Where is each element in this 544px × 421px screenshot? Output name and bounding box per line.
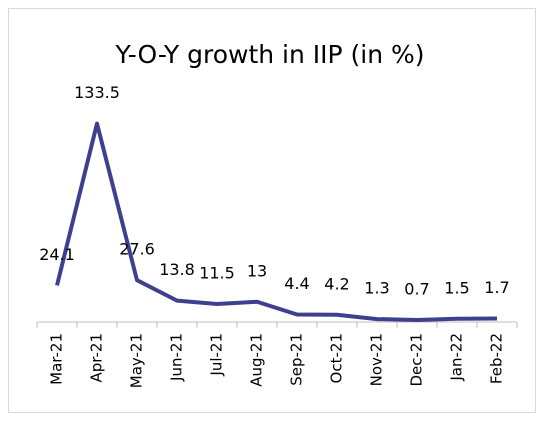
chart-border	[8, 8, 536, 413]
line	[55, 121, 498, 322]
x-tick-label: Dec-21	[408, 333, 426, 387]
data-label: 13.8	[159, 260, 195, 279]
x-tick-label: Apr-21	[88, 333, 106, 383]
data-label: 0.7	[404, 279, 429, 298]
x-tick-label: Mar-21	[48, 333, 66, 385]
data-label: 133.5	[74, 83, 120, 102]
x-tick-label: Sep-21	[288, 333, 306, 386]
chart-title: Y-O-Y growth in IIP (in %)	[114, 40, 424, 69]
x-tick-label: Jun-21	[168, 333, 186, 382]
x-tick-label: May-21	[128, 333, 146, 388]
data-label: 27.6	[119, 240, 155, 259]
x-tick-label: Aug-21	[248, 333, 266, 387]
x-tick-label: Feb-22	[488, 333, 506, 384]
data-label: 1.5	[444, 278, 469, 297]
data-label: 1.3	[364, 279, 389, 298]
x-tick-label: Jan-22	[448, 333, 466, 382]
x-tick-label: Jul-21	[208, 333, 226, 377]
data-label: 13	[247, 261, 267, 280]
data-label: 4.2	[324, 274, 349, 293]
data-label: 11.5	[199, 263, 235, 282]
data-label: 24.1	[39, 245, 75, 264]
x-tick-label: Nov-21	[368, 333, 386, 386]
x-tick-label: Oct-21	[328, 333, 346, 383]
data-label: 1.7	[484, 278, 509, 297]
data-label: 4.4	[284, 274, 309, 293]
